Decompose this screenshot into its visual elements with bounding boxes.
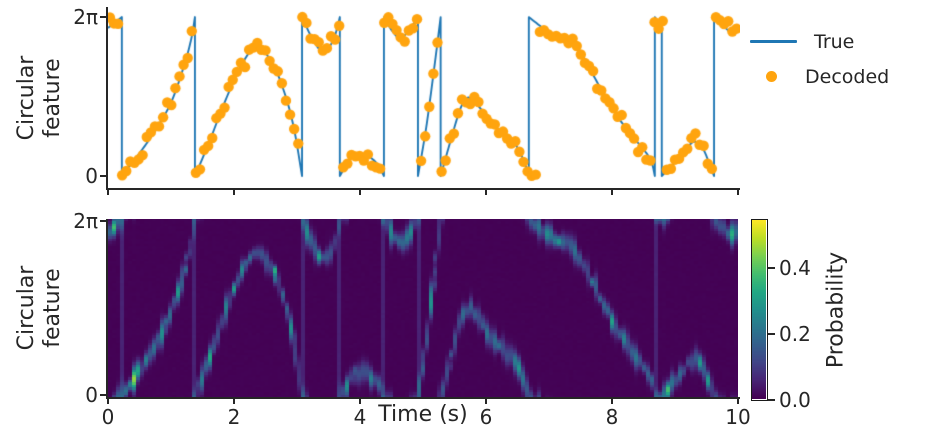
colorbar-gradient [752, 220, 766, 399]
bottom-ylabel-line2: feature [40, 268, 65, 348]
bottom-ylabel-line1: Circular [14, 265, 39, 351]
bottom-bottom-spine [106, 397, 740, 399]
top-xtick [485, 189, 487, 195]
colorbar-tick [768, 266, 775, 269]
colorbar-tick [768, 332, 775, 335]
x-tick-label: 4 [353, 405, 367, 429]
bottom-ytick-label-2pi: 2π [73, 209, 98, 233]
bottom-left-spine [106, 219, 108, 399]
top-ytick [100, 16, 106, 18]
colorbar [751, 219, 768, 401]
top-ylabel-line2: feature [40, 58, 65, 138]
colorbar-tick [768, 399, 775, 401]
top-xtick [107, 189, 109, 195]
top-xtick [611, 189, 613, 195]
top-ylabel: Circular feature [14, 56, 66, 141]
true-vs-decoded-plot [108, 7, 740, 191]
bottom-xtick [611, 398, 613, 404]
x-axis-label: Time (s) [378, 402, 468, 427]
top-xtick [359, 189, 361, 195]
legend-decoded-dot-marker [766, 71, 777, 82]
top-ytick-label-2pi: 2π [73, 5, 98, 29]
probability-heatmap [108, 219, 738, 397]
bottom-ytick [100, 394, 106, 396]
top-ylabel-line1: Circular [14, 55, 39, 141]
bottom-xtick [233, 398, 235, 404]
bottom-ytick-label-0: 0 [85, 383, 98, 407]
legend-true-label: True [814, 31, 855, 53]
colorbar-tick-label: 0.4 [779, 255, 811, 280]
top-ytick-label-0: 0 [85, 164, 98, 188]
colorbar-tick-label: 0.0 [779, 388, 811, 412]
top-xtick [737, 189, 739, 195]
x-tick-label: 0 [101, 405, 115, 429]
bottom-xtick [485, 398, 487, 404]
x-tick-label: 8 [605, 405, 619, 429]
colorbar-tick-label: 0.2 [779, 321, 811, 346]
top-ytick [100, 175, 106, 177]
bottom-xtick [107, 398, 109, 404]
colorbar-label: Probability [823, 251, 849, 369]
top-left-spine [106, 7, 108, 190]
x-tick-label: 2 [227, 405, 241, 429]
x-tick-label: 6 [479, 405, 493, 429]
x-tick-label: 10 [725, 405, 751, 429]
top-bottom-spine [106, 188, 740, 190]
bottom-ytick [100, 220, 106, 222]
top-xtick [233, 189, 235, 195]
legend-decoded-label: Decoded [805, 66, 890, 88]
bottom-xtick [737, 398, 739, 404]
legend-true-line-marker [750, 40, 797, 43]
bottom-xtick [359, 398, 361, 404]
bottom-ylabel: Circular feature [14, 266, 66, 351]
